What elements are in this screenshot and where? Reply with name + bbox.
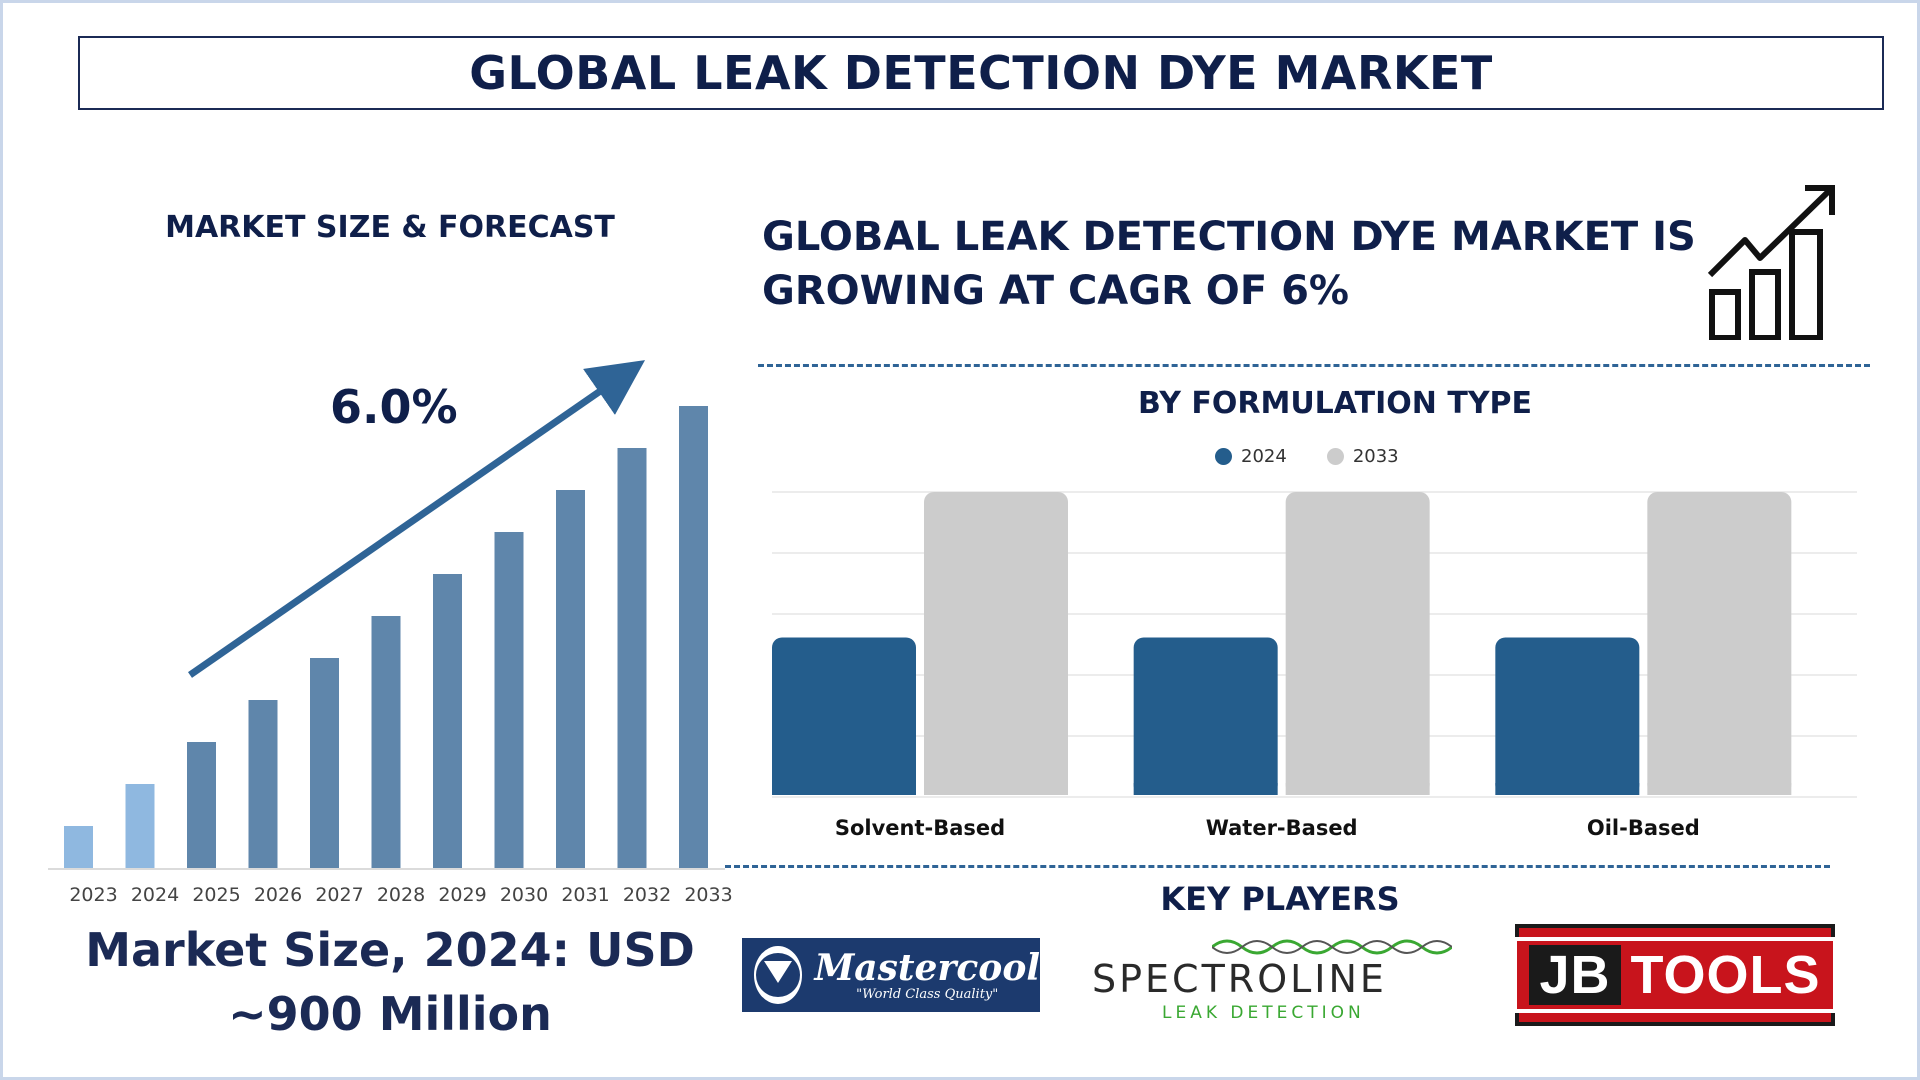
forecast-bar-2033	[679, 406, 708, 868]
market-size-line-2: ~900 Million	[228, 987, 552, 1041]
formulation-bar-solvent-based-2024	[772, 637, 916, 795]
forecast-bar-2030	[494, 532, 524, 868]
formulation-tick-oil-based: Oil-Based	[1587, 816, 1700, 840]
spectroline-name: SPECTROLINE	[1092, 957, 1387, 1001]
headline-line-2: GROWING AT CAGR OF 6%	[762, 268, 1349, 314]
forecast-bar-2024	[125, 784, 155, 868]
forecast-bar-2032	[617, 448, 647, 868]
formulation-bar-base-water-based-2024	[1133, 783, 1278, 795]
forecast-bar-chart: 2023 2024 2025 2026 2027 2028 2029 2030 2031 2032…	[48, 360, 733, 906]
jb-tools-logo: JB TOOLS	[1513, 924, 1837, 1026]
market-size-statement: Market Size, 2024: USD ~900 Million	[40, 918, 740, 1046]
section-divider-middle	[725, 865, 1830, 868]
jb-logo-part-1: JB	[1529, 945, 1621, 1005]
spectroline-wave-icon	[1212, 939, 1452, 955]
cagr-annotation: 6.0%	[330, 380, 458, 434]
formulation-chart-title: BY FORMULATION TYPE	[1137, 386, 1533, 421]
forecast-tick-2028: 2028	[377, 884, 425, 906]
legend-dot-2024	[1215, 448, 1232, 465]
forecast-tick-2024: 2024	[131, 884, 179, 906]
key-players-heading: KEY PLAYERS	[1160, 880, 1400, 918]
formulation-bar-oil-based-2024	[1495, 637, 1640, 795]
forecast-tick-2025: 2025	[192, 884, 240, 906]
formulation-bar-base-water-based-2033	[1285, 783, 1430, 795]
forecast-tick-2027: 2027	[315, 884, 363, 906]
legend-item-2024: 2024	[1215, 446, 1287, 467]
formulation-legend: 2024 2033	[1215, 446, 1399, 467]
forecast-bar-2023	[64, 826, 93, 868]
legend-item-2033: 2033	[1326, 446, 1399, 467]
formulation-bar-base-solvent-based-2024	[772, 783, 916, 795]
forecast-bar-2027	[310, 658, 339, 868]
legend-dot-2033	[1326, 448, 1344, 465]
market-size-forecast-heading: MARKET SIZE & FORECAST	[165, 210, 615, 245]
legend-label-2033: 2033	[1352, 446, 1399, 467]
forecast-bar-2026	[248, 700, 278, 868]
forecast-bar-2031	[556, 490, 585, 868]
formulation-bar-base-oil-based-2033	[1647, 783, 1792, 795]
mastercool-emblem-icon	[754, 946, 803, 1004]
spectroline-logo: SPECTROLINE LEAK DETECTION	[1082, 935, 1492, 1025]
formulation-bar-solvent-based-2033	[924, 492, 1068, 795]
spectroline-subtitle: LEAK DETECTION	[1162, 1003, 1365, 1023]
forecast-tick-2026: 2026	[254, 884, 302, 906]
formulation-bar-base-oil-based-2024	[1495, 783, 1640, 795]
growth-chart-icon	[1707, 185, 1835, 340]
mastercool-name: Mastercool	[814, 946, 1040, 989]
formulation-tick-water-based: Water-Based	[1206, 816, 1358, 840]
mastercool-logo: Mastercool "World Class Quality"	[742, 938, 1040, 1012]
growth-trend-arrow	[188, 360, 646, 678]
title-box: GLOBAL LEAK DETECTION DYE MARKET	[78, 36, 1884, 110]
formulation-bar-base-solvent-based-2033	[924, 783, 1068, 795]
forecast-bar-2025	[187, 742, 216, 868]
mastercool-tagline: "World Class Quality"	[856, 986, 999, 1002]
cagr-headline: GLOBAL LEAK DETECTION DYE MARKET IS GROW…	[762, 210, 1722, 318]
forecast-tick-2023: 2023	[69, 884, 117, 906]
formulation-bar-chart: Solvent-Based Water-Based Oil-Based	[772, 491, 1857, 840]
forecast-tick-2031: 2031	[561, 884, 609, 906]
formulation-tick-solvent-based: Solvent-Based	[835, 816, 1005, 840]
headline-line-1: GLOBAL LEAK DETECTION DYE MARKET IS	[762, 214, 1696, 260]
legend-label-2024: 2024	[1241, 446, 1287, 467]
forecast-tick-2033: 2033	[684, 884, 732, 906]
forecast-tick-2030: 2030	[500, 884, 548, 906]
formulation-bar-water-based-2024	[1133, 637, 1278, 795]
section-divider-top	[758, 364, 1870, 367]
forecast-tick-2029: 2029	[438, 884, 486, 906]
forecast-tick-2032: 2032	[623, 884, 671, 906]
market-size-line-1: Market Size, 2024: USD	[85, 923, 695, 977]
jb-logo-part-2: TOOLS	[1630, 945, 1821, 1005]
formulation-bar-water-based-2033	[1285, 492, 1430, 795]
forecast-bar-2028	[371, 616, 401, 868]
formulation-bar-oil-based-2033	[1647, 492, 1792, 795]
page-title: GLOBAL LEAK DETECTION DYE MARKET	[469, 46, 1493, 100]
forecast-bar-2029	[433, 574, 462, 868]
